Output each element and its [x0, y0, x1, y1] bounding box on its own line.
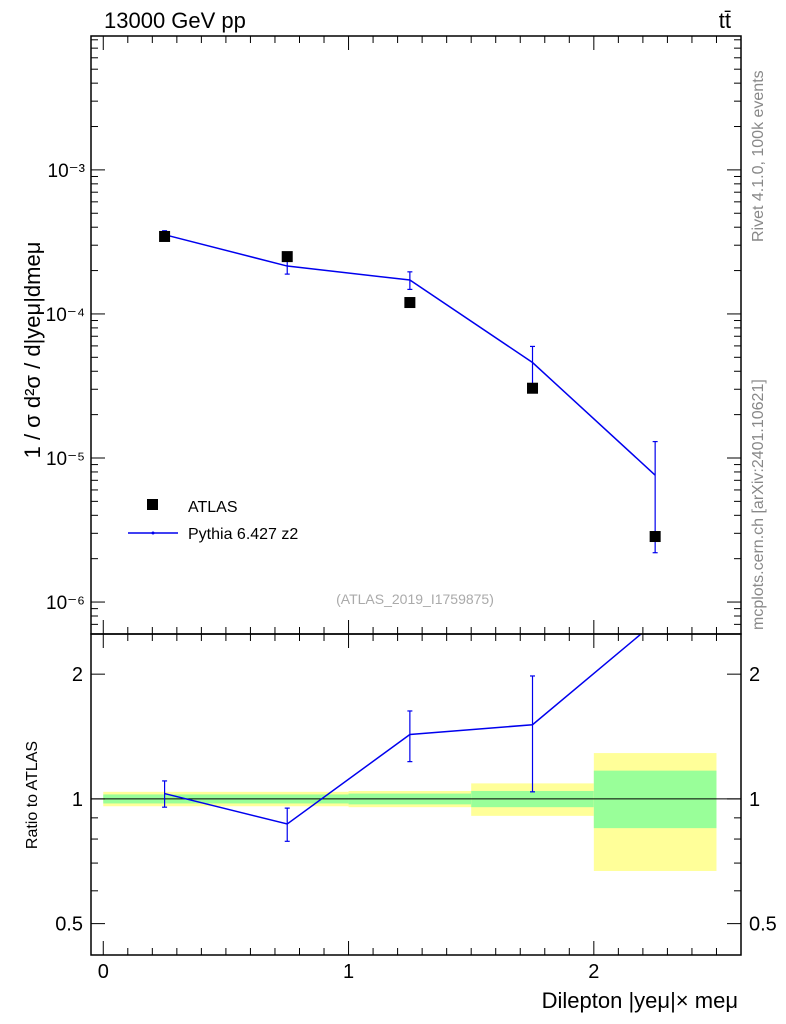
mcplots-label: mcplots.cern.ch [arXiv:2401.10621]: [750, 379, 767, 630]
pythia-main-line: [164, 233, 656, 476]
ratio-panel-frame: [90, 633, 742, 956]
legend-atlas-marker: [147, 499, 158, 510]
x-tick-label: 1: [343, 961, 354, 983]
process-label: 13000 GeV pp: [104, 8, 246, 33]
rivet-version-label: Rivet 4.1.0, 100k events: [750, 70, 767, 242]
legend-pythia-label: Pythia 6.427 z2: [188, 526, 298, 543]
main-ylabel: 1 / σ d²σ / d|yeμ|dmeμ: [20, 242, 45, 459]
x-tick-label: 0: [98, 961, 109, 983]
ratio-y-tick-label-left: 1: [72, 789, 83, 811]
atlas-data-point: [649, 531, 661, 543]
main-y-tick-label: 10⁻³: [48, 161, 86, 182]
atlas-data-point: [527, 382, 539, 394]
ratio-y-tick-label-right: 2: [749, 664, 760, 686]
final-state-label: tt̄: [719, 8, 731, 33]
ratio-y-tick-label-left: 2: [72, 664, 83, 686]
ratio-ylabel: Ratio to ATLAS: [24, 741, 41, 849]
main-panel-frame: [90, 35, 742, 635]
ratio-bands: [103, 753, 717, 871]
frames: [90, 35, 742, 956]
legend-pythia-marker: [151, 531, 155, 535]
x-tick-label: 2: [588, 961, 599, 983]
ratio-y-tick-label-left: 0.5: [55, 914, 83, 936]
main-ylabel-text: 1 / σ d²σ / d|yeμ|dmeμ: [20, 242, 45, 459]
analysis-id-label: (ATLAS_2019_I1759875): [336, 591, 494, 607]
axis-ticks: 10⁻⁶ 10⁻⁵ 10⁻⁴ 10⁻³ 0.5 0.5 1 1 2 2 0 1 2: [46, 36, 777, 983]
atlas-data-point: [404, 297, 416, 309]
x-axis-label: Dilepton |yeμ|× meμ: [542, 988, 738, 1013]
main-y-tick-label: 10⁻⁵: [46, 449, 85, 470]
atlas-data-point: [159, 230, 171, 242]
main-y-tick-label: 10⁻⁶: [46, 593, 85, 614]
legend-atlas-label: ATLAS: [188, 499, 238, 516]
ratio-y-tick-label-right: 0.5: [749, 914, 777, 936]
atlas-data-point: [281, 251, 293, 263]
main-series: [159, 230, 661, 554]
ratio-series: [162, 634, 643, 842]
ratio-y-tick-label-right: 1: [749, 789, 760, 811]
main-y-tick-label: 10⁻⁴: [46, 305, 85, 326]
